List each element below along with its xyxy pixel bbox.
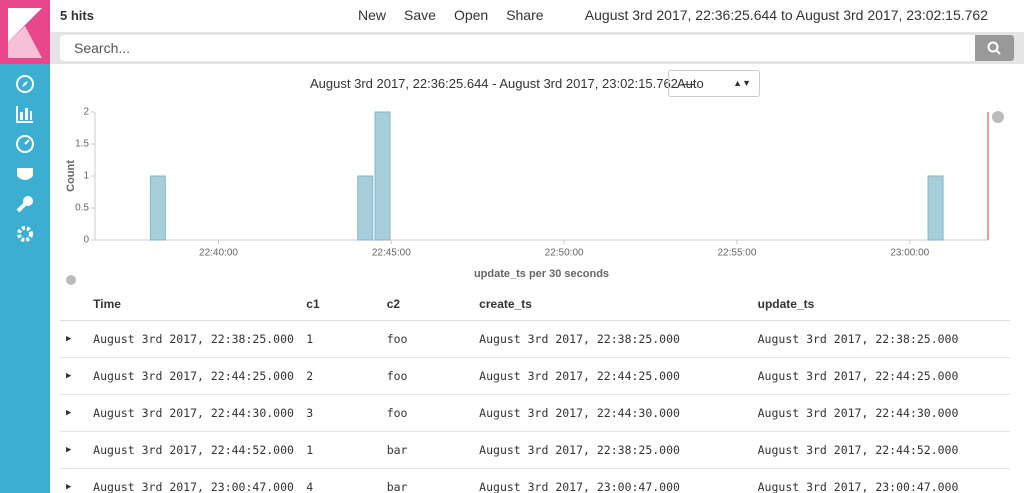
- collapse-right: [992, 111, 1004, 123]
- menu-item[interactable]: Save: [404, 7, 436, 23]
- table-cell: August 3rd 2017, 22:44:25.000: [756, 357, 1010, 395]
- y-tick-label: 1: [83, 171, 89, 182]
- nav-devtools[interactable]: [15, 194, 35, 214]
- collapse-chart: [66, 275, 76, 285]
- table-row: ▶ August 3rd 2017, 22:44:52.000 1 bar August…: [60, 431, 1010, 469]
- table-cell: 4: [305, 468, 386, 493]
- bar: [927, 175, 944, 241]
- table-cell: bar: [385, 468, 479, 493]
- column-header: Time: [92, 288, 306, 321]
- nav-discover[interactable]: [15, 74, 35, 94]
- y-tick-label: 2: [83, 107, 89, 118]
- table-cell: bar: [385, 431, 479, 469]
- y-axis-label: Count: [65, 160, 77, 192]
- table-cell: August 3rd 2017, 22:44:30.000: [478, 394, 757, 432]
- table-cell: August 3rd 2017, 23:00:47.000: [756, 468, 1010, 493]
- x-tick-label: 23:00:00: [890, 248, 929, 259]
- table-cell: August 3rd 2017, 22:38:25.000: [478, 320, 757, 358]
- menu-item[interactable]: New: [358, 7, 387, 23]
- histogram: 0 0.5 1 1.5 2 22:40:00 22:45:00 22:50:00 22:55:0…: [65, 107, 1004, 285]
- bar: [374, 111, 391, 241]
- table-cell: August 3rd 2017, 22:38:25.000: [756, 320, 1010, 358]
- interval-select[interactable]: Auto ▲▼: [668, 70, 760, 97]
- table-cell: 1: [305, 320, 386, 358]
- table-cell: August 3rd 2017, 22:44:25.000: [92, 357, 306, 395]
- search-input[interactable]: Search...: [60, 35, 975, 61]
- expand-toggle[interactable]: ▶: [60, 468, 93, 493]
- search-row: Search...: [50, 32, 1024, 64]
- hit-count: 5 hits: [60, 8, 94, 23]
- column-header: update_ts: [756, 288, 1010, 321]
- table-cell: foo: [385, 394, 479, 432]
- x-tick-label: 22:45:00: [372, 248, 411, 259]
- menu-item[interactable]: Share: [506, 7, 544, 23]
- table-cell: August 3rd 2017, 22:38:25.000: [92, 320, 306, 358]
- table-cell: August 3rd 2017, 22:44:52.000: [92, 431, 306, 469]
- y-tick-label: 0: [83, 235, 89, 246]
- table-cell: 2: [305, 357, 386, 395]
- top-menu: New Save Open Share: [358, 7, 544, 23]
- expand-toggle[interactable]: ▶: [60, 357, 93, 395]
- nav-timelion[interactable]: [15, 164, 35, 184]
- table-row: ▶ August 3rd 2017, 23:00:47.000 4 bar August…: [60, 468, 1010, 493]
- table-row: ▶ August 3rd 2017, 22:38:25.000 1 foo August…: [60, 320, 1010, 358]
- x-tick-label: 22:55:00: [717, 248, 756, 259]
- table-cell: August 3rd 2017, 22:44:25.000: [478, 357, 757, 395]
- x-tick-label: 22:50:00: [545, 248, 584, 259]
- logo-icon: [8, 8, 42, 58]
- expand-toggle[interactable]: ▶: [60, 431, 93, 469]
- sidebar: [0, 64, 50, 493]
- table-row: ▶ August 3rd 2017, 22:44:25.000 2 foo August…: [60, 357, 1010, 395]
- interval-value: Auto: [677, 76, 704, 91]
- table-cell: August 3rd 2017, 23:00:47.000: [478, 468, 757, 493]
- menu-item[interactable]: Open: [453, 7, 489, 23]
- y-tick-label: 0.5: [75, 203, 89, 214]
- table-cell: August 3rd 2017, 22:44:30.000: [92, 394, 306, 432]
- bar: [149, 175, 166, 241]
- expand-toggle[interactable]: ▶: [60, 394, 93, 432]
- expand-toggle[interactable]: ▶: [60, 320, 93, 358]
- column-header: create_ts: [478, 288, 757, 321]
- doc-table: Time c1 c2 create_ts update_ts ▶ August 3rd 20…: [60, 288, 1010, 493]
- table-cell: August 3rd 2017, 23:00:47.000: [92, 468, 306, 493]
- table-cell: 1: [305, 431, 386, 469]
- table-cell: August 3rd 2017, 22:38:25.000: [478, 431, 757, 469]
- nav-dashboard[interactable]: [15, 134, 35, 154]
- time-picker[interactable]: August 3rd 2017, 22:36:25.644 to August …: [584, 7, 988, 23]
- search-button[interactable]: [975, 35, 1014, 61]
- table-cell: August 3rd 2017, 22:44:30.000: [756, 394, 1010, 432]
- table-cell: 3: [305, 394, 386, 432]
- column-header: c1: [305, 288, 386, 321]
- bar: [357, 175, 374, 241]
- x-axis-label: update_ts per 30 seconds: [474, 268, 609, 280]
- table-row: ▶ August 3rd 2017, 22:44:30.000 3 foo August…: [60, 394, 1010, 432]
- table-cell: foo: [385, 357, 479, 395]
- top-bar: 5 hits New Save Open Share August 3rd 2017,…: [50, 0, 1024, 32]
- nav-visualize[interactable]: [15, 104, 35, 124]
- table-cell: foo: [385, 320, 479, 358]
- table-cell: August 3rd 2017, 22:44:52.000: [756, 431, 1010, 469]
- y-tick-label: 1.5: [75, 139, 89, 150]
- nav-management[interactable]: [15, 224, 35, 244]
- column-header: c2: [385, 288, 479, 321]
- x-tick-label: 22:40:00: [199, 248, 238, 259]
- logo[interactable]: [0, 0, 50, 64]
- interval-range: August 3rd 2017, 22:36:25.644 - August 3…: [310, 76, 695, 91]
